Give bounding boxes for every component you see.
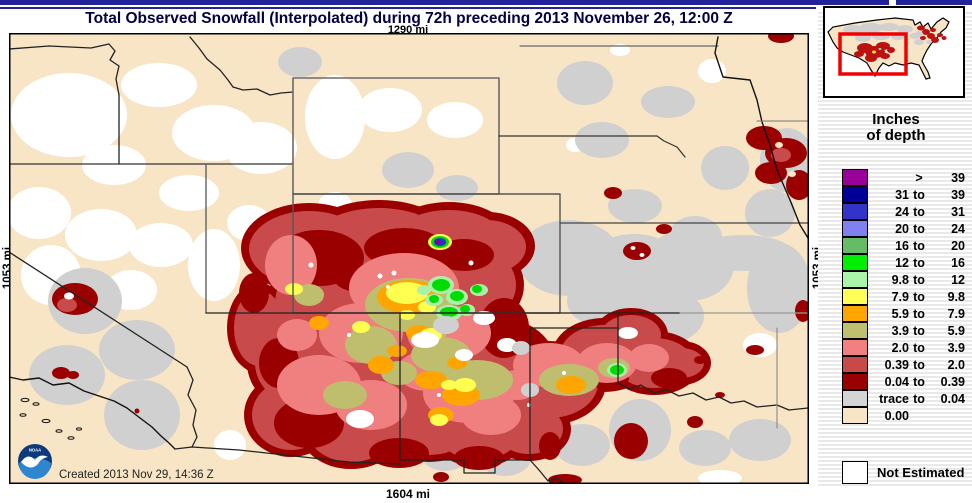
legend-color-chip	[842, 390, 868, 407]
legend-row-label: to	[913, 341, 925, 355]
page-title: Total Observed Snowfall (Interpolated) d…	[85, 10, 733, 27]
legend-row-label: 3.9	[891, 324, 909, 338]
legend-row: 16 to 20	[842, 237, 965, 255]
legend-row-label: to	[913, 273, 925, 287]
legend-row-label: 5.9	[947, 324, 965, 338]
legend-row: trace to 0.04	[842, 390, 965, 408]
svg-text:NOAA: NOAA	[29, 448, 41, 453]
created-timestamp: Created 2013 Nov 29, 14:36 Z	[59, 469, 214, 481]
legend-color-chip	[842, 356, 868, 373]
mass-holes	[308, 260, 638, 428]
legend-scale: >39 31 to 39 24 to 31 20 to 24 16 to 20 12 to 16 9.8 to 12…	[842, 169, 965, 425]
legend-row: 0.39 to 2.0	[842, 356, 965, 374]
legend-row-label	[868, 170, 909, 187]
legend-not-estimated: Not Estimated	[842, 461, 964, 484]
legend-row-label: 9.8	[891, 273, 909, 287]
legend-row-label: to	[913, 222, 925, 236]
legend-row-label	[909, 408, 929, 425]
legend-row: 3.9 to 5.9	[842, 322, 965, 340]
legend-row-label: 16	[951, 256, 965, 270]
legend-row-label: 0.39	[940, 375, 965, 389]
legend-row-label: 0.39	[884, 358, 909, 372]
legend-row-label: to	[913, 290, 925, 304]
legend-row-label: 24	[895, 205, 909, 219]
legend-row-label: 5.9	[891, 307, 909, 321]
legend-color-chip	[842, 271, 868, 288]
legend-row-label: 20	[951, 239, 965, 253]
legend-row-label: 2.0	[891, 341, 909, 355]
legend-color-chip	[842, 254, 868, 271]
legend-row: 0.00	[842, 407, 965, 425]
snowfall-satellites	[52, 34, 808, 483]
legend-row-label: to	[913, 205, 925, 219]
legend-row: >39	[842, 169, 965, 187]
legend-row: 12 to 16	[842, 254, 965, 272]
state-borders	[10, 36, 808, 483]
legend-color-chip	[842, 203, 868, 220]
legend-row-label: to	[913, 307, 925, 321]
legend-row-label: 12	[895, 256, 909, 270]
legend-color-chip	[842, 339, 868, 356]
legend-row-label: 0.04	[940, 392, 965, 406]
channel-islands	[19, 397, 82, 440]
legend-row: 0.04 to 0.39	[842, 373, 965, 391]
legend-color-chip	[842, 220, 868, 237]
top-rule-thick	[0, 0, 972, 5]
legend-row-label: trace	[879, 392, 909, 406]
legend-row-label: to	[913, 256, 925, 270]
legend-row-label: 39	[951, 188, 965, 202]
legend-row: 2.0 to 3.9	[842, 339, 965, 357]
legend-color-chip	[842, 169, 868, 186]
snowfall-map-canvas	[9, 33, 809, 484]
legend-row-label: to	[913, 324, 925, 338]
map-extent-rectangle	[838, 32, 908, 76]
legend-row-label: to	[913, 358, 925, 372]
legend-row: 31 to 39	[842, 186, 965, 204]
legend-row-label: to	[913, 392, 925, 406]
legend-color-chip	[842, 237, 868, 254]
legend-color-chip	[842, 305, 868, 322]
snowfall-map[interactable]	[9, 33, 809, 484]
legend-row-label: 0.00	[884, 409, 909, 423]
legend-row-label: 7.9	[947, 307, 965, 321]
legend-row-label: 0.04	[884, 375, 909, 389]
legend-row-label: to	[913, 239, 925, 253]
top-rule-thin	[0, 7, 816, 9]
legend-row-label: 39	[951, 171, 965, 185]
map-frame	[9, 33, 809, 484]
legend-color-chip	[842, 186, 868, 203]
us-overview-map[interactable]	[823, 6, 965, 98]
legend-row: 24 to 31	[842, 203, 965, 221]
top-rule-gap	[889, 0, 896, 5]
legend-row-label: 20	[895, 222, 909, 236]
legend-row-label: 7.9	[891, 290, 909, 304]
legend-row-label: 31	[895, 188, 909, 202]
legend-row-label: 31	[951, 205, 965, 219]
legend-row-label: 2.0	[947, 358, 965, 372]
legend-color-chip	[842, 322, 868, 339]
legend-row-label: 16	[895, 239, 909, 253]
legend-row-label	[929, 408, 965, 425]
legend-row-label: 12	[951, 273, 965, 287]
not-estimated-label: Not Estimated	[877, 465, 965, 480]
legend-row-label: 9.8	[947, 290, 965, 304]
legend-color-chip	[842, 407, 868, 424]
not-estimated-chip	[842, 461, 868, 484]
legend-row-label: 24	[951, 222, 965, 236]
legend-row-label: 3.9	[947, 341, 965, 355]
snowfall-max-spot	[428, 234, 452, 250]
legend-row: 20 to 24	[842, 220, 965, 238]
legend-color-chip	[842, 288, 868, 305]
legend-row-label: to	[913, 375, 925, 389]
legend-row: 7.9 to 9.8	[842, 288, 965, 306]
legend-title: Inches of depth	[866, 111, 926, 144]
legend-row: 5.9 to 7.9	[842, 305, 965, 323]
noaa-logo: NOAA	[17, 443, 53, 479]
legend-row: 9.8 to 12	[842, 271, 965, 289]
legend-row-label: to	[913, 188, 925, 202]
legend-row-label: >	[915, 171, 923, 185]
legend-color-chip	[842, 373, 868, 390]
map-scale-bottom: 1604 mi	[385, 487, 431, 501]
